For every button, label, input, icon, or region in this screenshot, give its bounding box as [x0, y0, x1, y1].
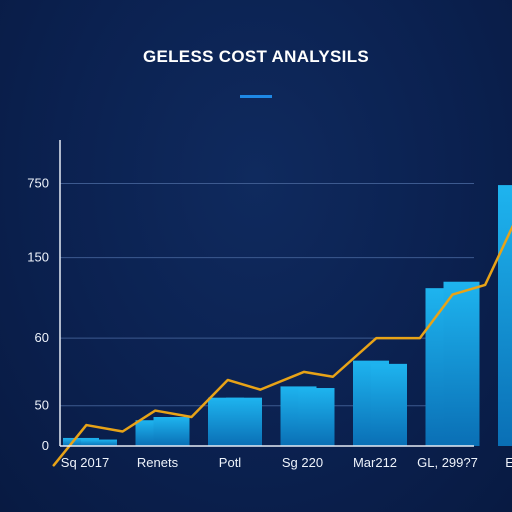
x-tick-label: Sq 2017: [61, 455, 109, 470]
bar: [81, 439, 117, 446]
x-tick-label: Renets: [137, 455, 179, 470]
y-tick-label: 50: [35, 398, 49, 413]
tick-labels: 0 50 60 150 750 Sq 2017 Renets Potl Sg 220 Mar212…: [27, 175, 512, 470]
x-tick-label: Potl: [219, 455, 242, 470]
bar: [153, 417, 190, 446]
trend-line-path: [52, 224, 512, 467]
title-accent-bar: [240, 95, 272, 98]
x-tick-label: Sg 220: [282, 455, 323, 470]
y-tick-label: 750: [27, 175, 49, 190]
bar: [443, 281, 480, 446]
trend-line: [52, 224, 512, 467]
bar: [298, 388, 335, 446]
gridlines: [60, 182, 474, 407]
y-tick-label: 150: [27, 250, 49, 265]
x-tick-label: GL, 299?7: [417, 455, 478, 470]
x-tick-label: Mar212: [353, 455, 397, 470]
bar: [498, 185, 512, 447]
y-tick-label: 60: [35, 330, 49, 345]
x-tick-label: Early: [505, 455, 512, 470]
bar: [226, 397, 262, 446]
axes: [59, 140, 474, 447]
chart-title: GELESS COST ANALYSILS: [142, 47, 370, 66]
bar: [371, 363, 407, 446]
y-tick-label: 0: [42, 438, 49, 453]
